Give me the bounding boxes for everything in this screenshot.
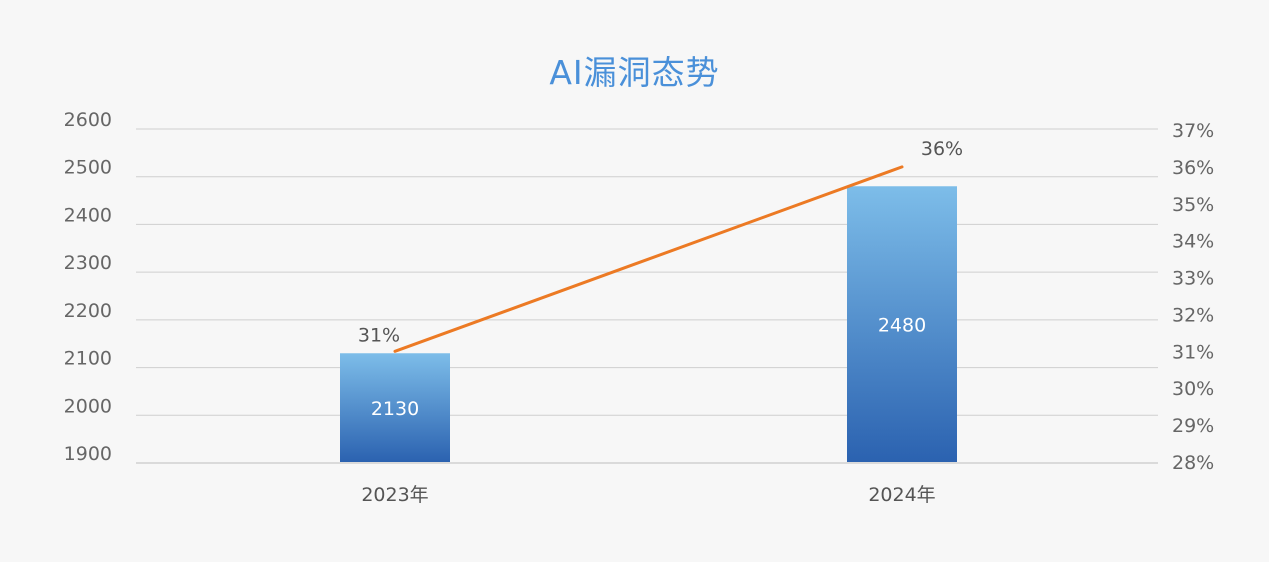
y-left-tick-label: 2500 (64, 157, 112, 179)
line-value-label: 36% (921, 138, 963, 160)
y-left-tick-label: 2100 (64, 348, 112, 370)
y-left-tick-label: 2200 (64, 300, 112, 322)
bar (340, 353, 450, 462)
line-series (393, 165, 904, 353)
y-left-tick-label: 1900 (64, 443, 112, 465)
y-left-tick-label: 2600 (64, 109, 112, 131)
y-right-tick-label: 32% (1172, 304, 1214, 326)
bar (847, 186, 957, 462)
y-right-tick-label: 29% (1172, 415, 1214, 437)
y-right-tick-label: 37% (1172, 120, 1214, 142)
y-right-tick-label: 30% (1172, 378, 1214, 400)
y-left-tick-label: 2000 (64, 395, 112, 417)
y-left-tick-label: 2300 (64, 252, 112, 274)
x-category-label: 2023年 (361, 484, 428, 506)
chart-title: AI漏洞态势 (549, 53, 720, 92)
y-right-tick-label: 34% (1172, 231, 1214, 253)
y-right-tick-label: 35% (1172, 194, 1214, 216)
y-right-tick-label: 31% (1172, 341, 1214, 363)
x-category-label: 2024年 (868, 484, 935, 506)
line-value-label: 31% (358, 324, 400, 346)
y-right-tick-label: 28% (1172, 452, 1214, 474)
y-right-tick-label: 36% (1172, 157, 1214, 179)
y-right-tick-label: 33% (1172, 268, 1214, 290)
y-left-tick-label: 2400 (64, 204, 112, 226)
bar-value-label: 2480 (878, 315, 926, 337)
bar-value-label: 2130 (371, 398, 419, 420)
